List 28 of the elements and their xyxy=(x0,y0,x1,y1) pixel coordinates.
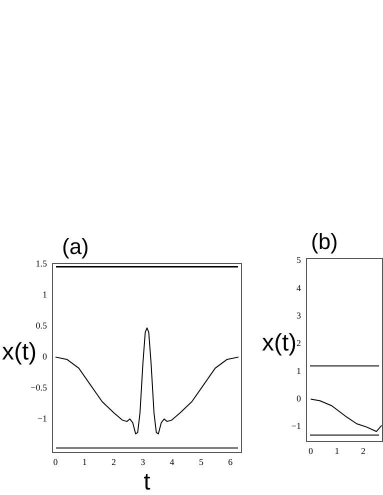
x-tick-label: 2 xyxy=(361,446,366,456)
x-tick-label: 1 xyxy=(334,446,340,456)
x-axis-title: t xyxy=(144,468,151,495)
y-axis-title: x(t) xyxy=(262,330,297,357)
y-tick-label: 1 xyxy=(296,366,301,376)
x-tick-label: 0 xyxy=(53,456,58,467)
x-tick-label: 2 xyxy=(112,456,116,467)
x-tick-label: 6 xyxy=(228,456,234,467)
y-tick-label: 0 xyxy=(42,351,48,362)
x-tick-label: 1 xyxy=(82,456,87,467)
y-tick-label: 3 xyxy=(296,310,302,320)
y-tick-label: −0.5 xyxy=(30,382,48,392)
x-tick-label: 5 xyxy=(198,456,204,467)
y-tick-label: 4 xyxy=(296,282,302,293)
y-tick-label: 2 xyxy=(296,338,301,348)
y-tick-label: 0 xyxy=(296,393,302,404)
x-tick-label: 0 xyxy=(308,446,314,456)
chart-title: (a) xyxy=(62,234,89,260)
y-tick-label: 1.5 xyxy=(36,258,48,269)
y-tick-label: 0.5 xyxy=(36,320,48,330)
x-tick-label: 3 xyxy=(140,456,146,467)
chart-title: (b) xyxy=(311,229,338,254)
x-tick-label: 4 xyxy=(170,456,175,467)
y-tick-label: 5 xyxy=(296,255,302,266)
y-tick-label: −1 xyxy=(291,421,301,432)
y-tick-label: −1 xyxy=(37,413,47,424)
y-axis-title: x(t) xyxy=(2,338,37,366)
y-tick-label: 1 xyxy=(42,290,47,300)
